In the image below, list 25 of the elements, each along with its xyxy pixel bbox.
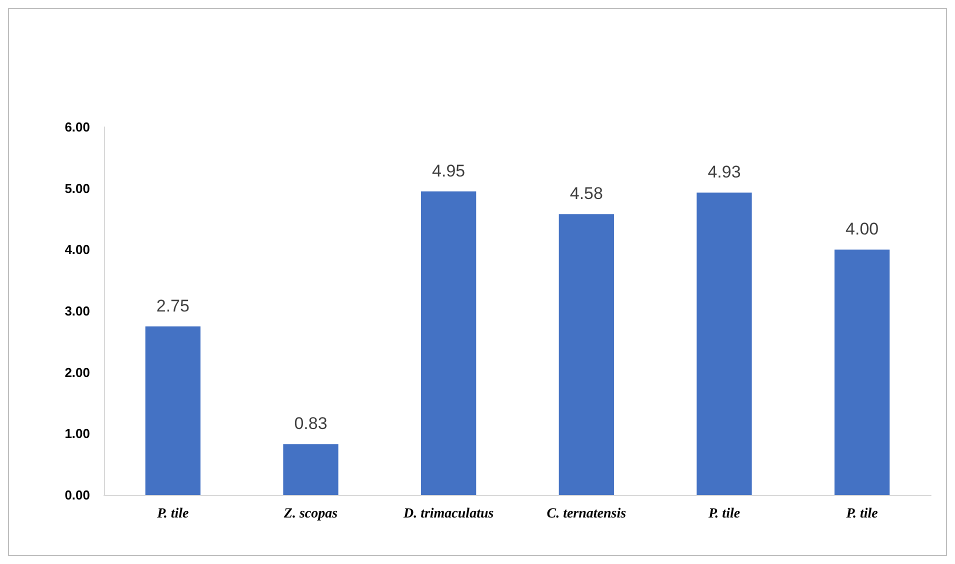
- x-tick-label: C. ternatensis: [546, 506, 627, 522]
- y-tick-label: 3.00: [64, 304, 90, 318]
- y-tick-label: 4.00: [64, 242, 90, 258]
- y-tick-label: 0.00: [64, 488, 90, 502]
- bar: [696, 192, 752, 495]
- x-tick-label: P. tile: [708, 506, 740, 522]
- y-tick-label: 5.00: [64, 180, 90, 196]
- data-label: 0.83: [294, 414, 328, 434]
- bar: [558, 214, 614, 495]
- bar: [834, 250, 890, 495]
- bar: [283, 444, 338, 495]
- data-label: 4.95: [432, 161, 466, 180]
- y-tick-label: 1.00: [64, 426, 90, 442]
- data-label: 4.58: [570, 184, 603, 204]
- y-tick-label: 2.00: [64, 364, 90, 380]
- x-tick-label: P. tile: [846, 506, 878, 522]
- bar: [421, 191, 476, 495]
- data-label: 4.00: [846, 220, 879, 239]
- bar: [145, 326, 200, 495]
- x-tick-label: P. tile: [157, 506, 189, 522]
- y-tick-label: 6.00: [64, 120, 90, 134]
- x-tick-label: D. trimaculatus: [402, 506, 494, 522]
- data-label: 4.93: [708, 162, 741, 182]
- data-label: 2.75: [156, 296, 190, 316]
- x-tick-label: Z. scopas: [282, 506, 338, 522]
